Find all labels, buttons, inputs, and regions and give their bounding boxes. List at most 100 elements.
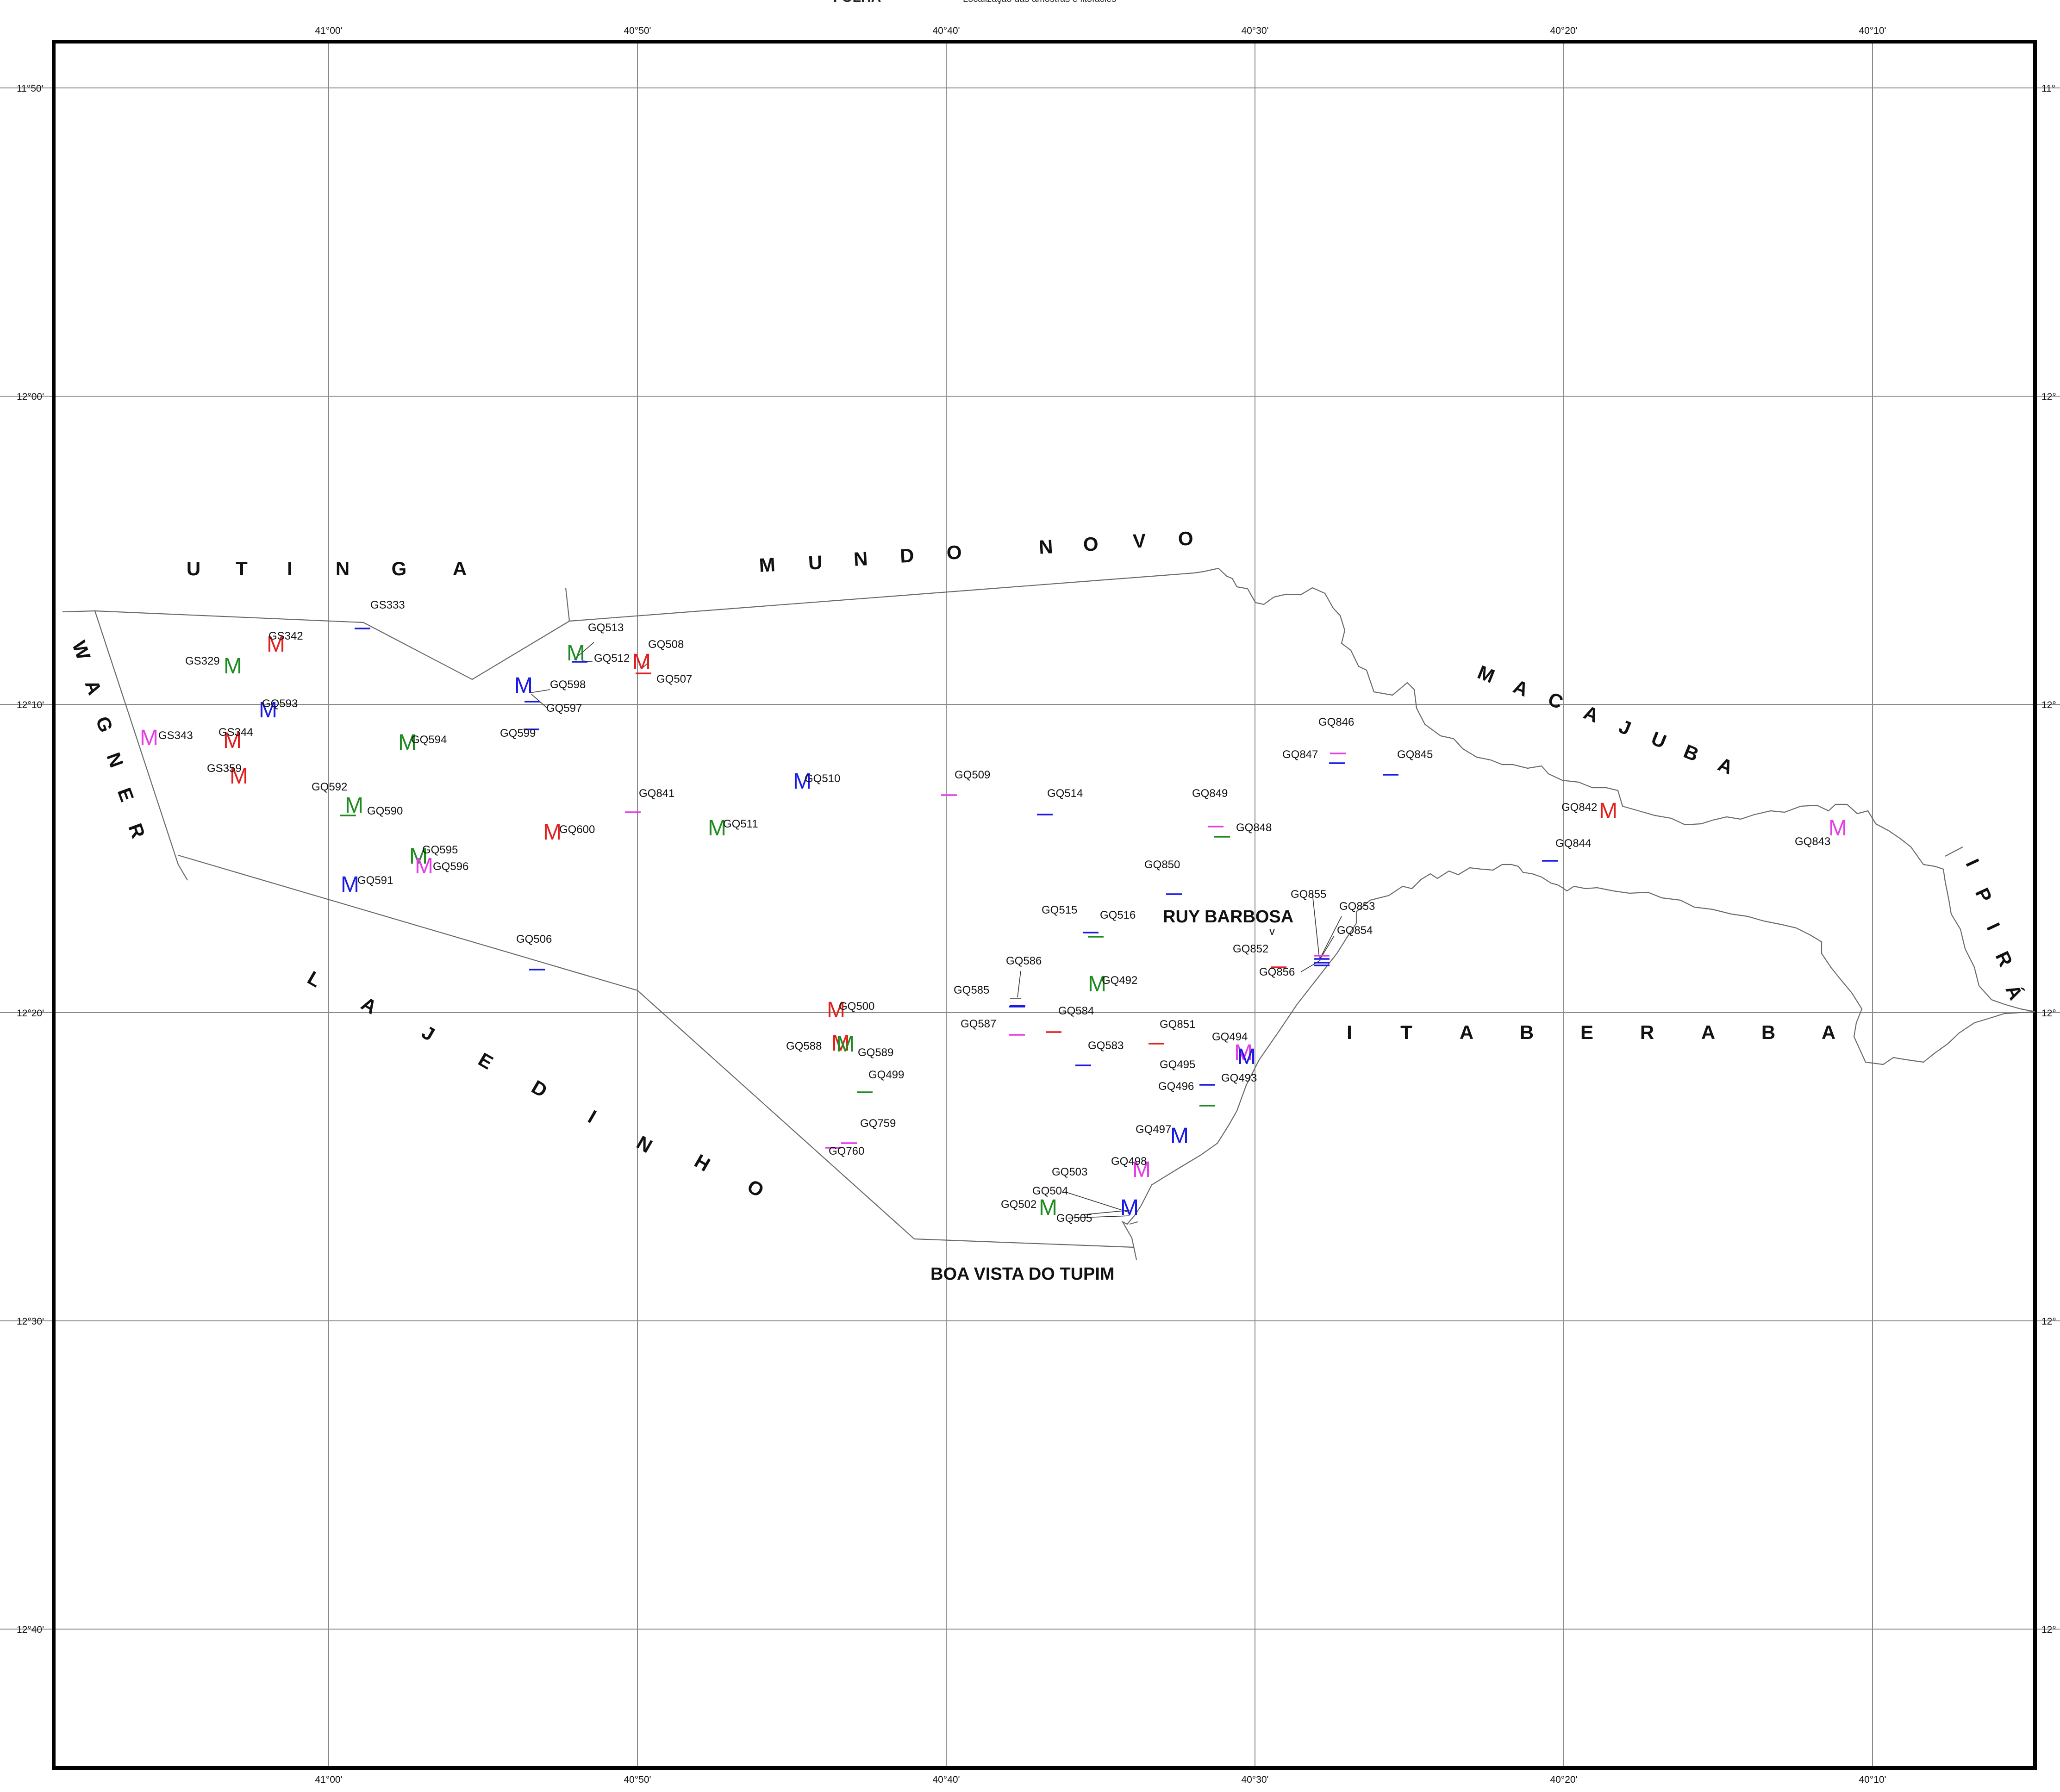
region-letter: A: [1701, 1021, 1715, 1043]
marker-m-icon: M: [398, 730, 417, 755]
lon-tick: 40°50': [624, 1774, 651, 1785]
station-label-gq502: GQ502: [1001, 1198, 1036, 1211]
station-label-gq844: GQ844: [1555, 837, 1591, 850]
marker-m-icon: M: [1237, 1045, 1256, 1069]
lon-tick: 40°40': [932, 25, 960, 36]
marker-m-icon: M: [341, 872, 359, 897]
station-label-gq852: GQ852: [1233, 943, 1268, 955]
region-letter: E: [474, 1048, 497, 1074]
town-ruy-barbosa: RUY BARBOSA: [1163, 907, 1293, 927]
lon-tick: 40°20': [1550, 1774, 1577, 1785]
station-label-gq849: GQ849: [1192, 787, 1228, 800]
region-letter: O: [743, 1175, 768, 1201]
lon-tick: 40°10': [1859, 25, 1886, 36]
station-label-gq514: GQ514: [1047, 787, 1083, 800]
lon-tick: 40°30': [1241, 1774, 1268, 1785]
station-label-gq591: GQ591: [357, 874, 393, 887]
region-letter: U: [808, 551, 823, 574]
station-label-gq508: GQ508: [648, 638, 684, 651]
lon-tick: 41°00': [315, 1774, 342, 1785]
station-label-gq499: GQ499: [868, 1069, 904, 1081]
station-label-gq855: GQ855: [1291, 888, 1326, 901]
region-letter: B: [1761, 1021, 1775, 1043]
marker-m-icon: M: [345, 793, 363, 818]
leader-lines: [530, 642, 1342, 1219]
lat-tick: 12°: [2041, 392, 2056, 402]
boundary-ne-river: [1194, 567, 2035, 1013]
marker-m-icon: M: [1088, 972, 1106, 996]
lat-tick: 11°: [2041, 83, 2055, 94]
region-letter: R: [1991, 948, 2016, 970]
region-letter: G: [392, 558, 407, 579]
station-label-gs344: GS344: [218, 726, 253, 739]
station-label-gq589: GQ589: [858, 1046, 893, 1059]
station-label-gq493: GQ493: [1221, 1072, 1257, 1084]
region-letter: T: [1400, 1021, 1412, 1043]
station-label-gq500: GQ500: [839, 1000, 874, 1013]
region-mundo-novo: M U N D O N O V O: [759, 527, 1194, 576]
towns: RUY BARBOSA v BOA VISTA DO TUPIM: [930, 907, 1293, 1284]
station-label-gq505: GQ505: [1056, 1212, 1092, 1225]
station-label-gq585: GQ585: [954, 984, 989, 996]
region-letter: D: [528, 1076, 551, 1102]
latitude-labels-left: 11°50' 12°00' 12°10' 12°20' 12°30' 12°40…: [17, 83, 44, 1635]
region-letter: A: [1822, 1021, 1835, 1043]
station-label-gq494: GQ494: [1212, 1031, 1248, 1043]
marker-m-icon: M: [708, 816, 726, 840]
station-label-gq598: GQ598: [550, 678, 586, 691]
marker-m-icon: M: [1599, 799, 1617, 823]
lat-tick: 12°: [2041, 700, 2056, 710]
station-label-gq599: GQ599: [500, 727, 536, 740]
station-label-gq845: GQ845: [1397, 748, 1433, 761]
region-letter: I: [1961, 856, 1984, 870]
longitude-labels-top: 41°00' 40°50' 40°40' 40°30' 40°20' 40°10…: [315, 25, 1886, 36]
boundary-ruy-barbosa-west: [1129, 1221, 1138, 1225]
lat-tick: 12°20': [17, 1008, 44, 1019]
marker-m-icon: M: [1170, 1124, 1189, 1148]
lon-tick: 40°50': [624, 25, 651, 36]
region-letter: E: [113, 785, 138, 804]
map-frame: [52, 40, 2037, 1770]
region-letter: J: [418, 1021, 438, 1045]
station-label-gq504: GQ504: [1032, 1185, 1068, 1197]
station-label-gq511: GQ511: [723, 818, 758, 830]
station-label-gq583: GQ583: [1088, 1039, 1124, 1052]
station-label-gq588: GQ588: [786, 1040, 822, 1052]
marker-m-icon: M: [831, 1031, 850, 1056]
boundary-ruy-barbosa-itaberaba: [1121, 923, 1357, 1260]
station-label-gq584: GQ584: [1058, 1005, 1094, 1017]
marker-m-icon: M: [827, 998, 845, 1022]
station-label-gq592: GQ592: [312, 781, 347, 793]
station-label-gq595: GQ595: [422, 844, 458, 856]
station-label-gq597: GQ597: [546, 702, 582, 715]
station-label-gq590: GQ590: [367, 805, 403, 817]
region-letter: A: [453, 558, 467, 579]
region-letter: N: [102, 750, 128, 771]
station-label-gs329: GS329: [185, 655, 220, 667]
marker-m-icon: M: [223, 728, 242, 753]
region-letter: O: [1178, 527, 1194, 550]
marker-m-icon: M: [793, 769, 812, 794]
lat-tick: 11°50': [17, 83, 44, 94]
station-label-gq507: GQ507: [656, 673, 692, 685]
station-label-gq506: GQ506: [516, 933, 552, 946]
station-label-gq760: GQ760: [829, 1145, 864, 1157]
lat-tick: 12°: [2041, 1008, 2056, 1019]
boundary-utinga-mundo-novo: [565, 587, 570, 622]
marker-m-icon: M: [1829, 816, 1847, 840]
region-utinga: U T I N G A: [187, 558, 467, 579]
lon-tick: 40°10': [1859, 1774, 1886, 1785]
station-label-gq594: GQ594: [411, 734, 447, 746]
marker-m-icon: M: [224, 654, 242, 678]
station-label-gq586: GQ586: [1006, 955, 1042, 967]
region-letter: N: [853, 548, 868, 570]
marker-m-icon: M: [409, 844, 428, 869]
marker-m-icon: M: [1120, 1195, 1139, 1220]
region-letter: I: [287, 558, 293, 579]
station-label-gq512: GQ512: [594, 652, 630, 665]
marker-m-icon: M: [259, 698, 277, 722]
lat-tick: 12°: [2041, 1316, 2056, 1327]
marker-m-icon: M: [140, 726, 158, 750]
